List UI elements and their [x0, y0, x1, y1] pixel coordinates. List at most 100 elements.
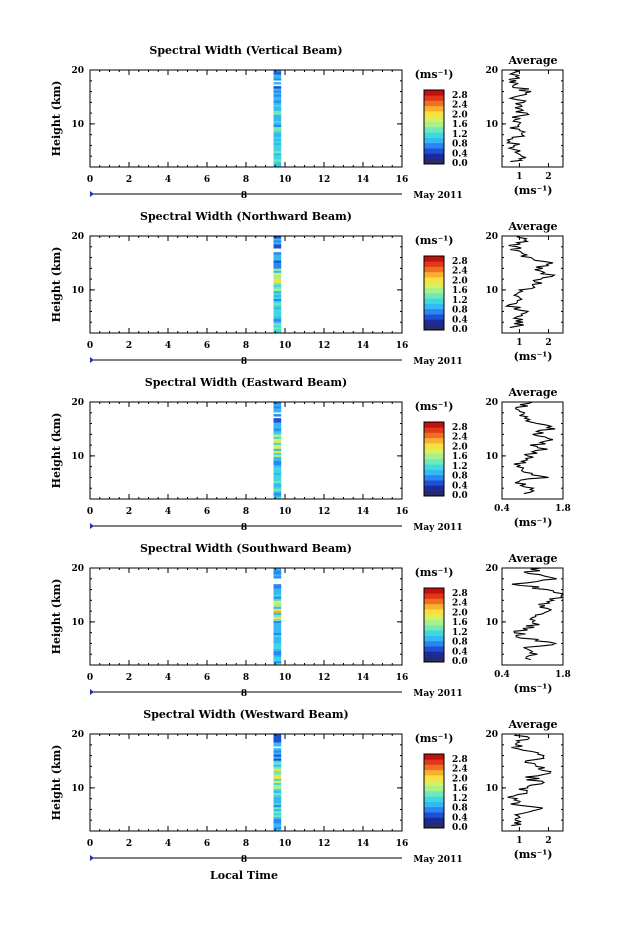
heatmap-cell	[273, 818, 282, 822]
avg-y-tick-label: 10	[485, 286, 498, 296]
heatmap-cell	[273, 78, 282, 81]
x-tick-label: 16	[396, 341, 409, 351]
colorbar-frame	[423, 255, 445, 331]
heatmap-cell	[273, 406, 282, 409]
heatmap-cell	[273, 158, 282, 162]
colorbar-segment	[424, 142, 444, 149]
heatmap-cell	[273, 316, 282, 320]
heatmap-cell	[273, 70, 282, 73]
heatmap-cell	[273, 118, 282, 121]
heatmap-cell	[273, 110, 282, 113]
heatmap-cell	[273, 410, 282, 413]
heatmap-cell	[273, 574, 282, 577]
avg-x-tick-label: 1	[516, 338, 522, 348]
heatmap-cell	[273, 490, 282, 494]
heatmap-cell	[273, 822, 282, 826]
y-tick-label: 20	[71, 398, 84, 408]
colorbar-segment	[424, 277, 444, 283]
heatmap-cell	[273, 324, 282, 328]
x-tick-label: 6	[204, 673, 210, 683]
average-frame	[501, 567, 564, 666]
heatmap-cell	[273, 628, 282, 632]
heatmap-cell	[273, 272, 282, 275]
colorbar-tick-label: 2.4	[452, 599, 468, 609]
avg-units: (ms⁻¹)	[514, 350, 553, 363]
panel-0: Spectral Width (Vertical Beam)0 2 4 6 8 10 12 1…	[50, 44, 564, 201]
heatmap-cell	[273, 790, 282, 794]
heatmap-cell	[273, 792, 282, 796]
colorbar-tick-label: 2.8	[452, 589, 468, 599]
colorbar-tick-label: 0.4	[452, 813, 468, 823]
heatmap-cell	[273, 288, 282, 291]
heatmap-cell	[273, 626, 282, 630]
colorbar-segment	[424, 646, 444, 652]
heatmap-cell	[273, 148, 282, 152]
heatmap-cell	[273, 478, 282, 482]
avg-y-tick-label: 10	[485, 784, 498, 794]
plot-frame	[89, 69, 403, 168]
heatmap-cell	[273, 642, 282, 646]
day-label: 8	[241, 357, 247, 367]
heatmap-cell	[273, 286, 282, 289]
day-label: 8	[241, 191, 247, 201]
heatmap-cell	[273, 408, 282, 411]
heatmap-cell	[273, 98, 282, 101]
heatmap-cell	[273, 462, 282, 466]
colorbar-segment	[424, 453, 444, 460]
heatmap-cell	[273, 268, 282, 271]
colorbar-segment	[424, 817, 444, 824]
avg-y-tick-label: 10	[485, 452, 498, 462]
colorbar-tick-label: 0.0	[452, 491, 468, 501]
colorbar-segment	[424, 780, 444, 787]
heatmap-cell	[273, 102, 282, 105]
colorbar-tick-label: 0.8	[452, 140, 468, 150]
heatmap-cell	[273, 600, 282, 603]
heatmap-cell	[273, 130, 282, 134]
colorbar-segment	[424, 448, 444, 455]
avg-units: (ms⁻¹)	[514, 848, 553, 861]
heatmap-cell	[273, 776, 282, 779]
heatmap-cell	[273, 446, 282, 449]
heatmap-cell	[273, 114, 282, 117]
y-axis-label: Height (km)	[50, 413, 63, 489]
heatmap-cell	[273, 302, 282, 306]
heatmap-cell	[273, 800, 282, 804]
heatmap-cell	[273, 126, 282, 130]
heatmap-cell	[273, 748, 282, 751]
heatmap-cell	[273, 306, 282, 310]
heatmap-cell	[273, 140, 282, 144]
heatmap-cell	[273, 420, 282, 423]
average-title: Average	[507, 386, 557, 399]
heatmap-cell	[273, 100, 282, 103]
heatmap-cell	[273, 426, 282, 429]
heatmap-cell	[273, 772, 282, 775]
heatmap-cell	[273, 570, 282, 573]
heatmap-cell	[273, 442, 282, 445]
heatmap-cell	[273, 104, 282, 107]
average-profile-line	[511, 567, 564, 661]
y-tick-label: 20	[71, 66, 84, 76]
x-tick-label: 10	[279, 175, 292, 185]
heatmap-cell	[273, 450, 282, 453]
heatmap-cell	[273, 76, 282, 79]
x-tick-label: 16	[396, 673, 409, 683]
avg-y-tick-label: 20	[485, 730, 498, 740]
day-label: 8	[241, 855, 247, 865]
x-tick-label: 6	[204, 341, 210, 351]
date-label: May 2011	[413, 523, 462, 533]
day-start-marker	[90, 689, 94, 695]
colorbar-segment	[424, 319, 444, 326]
colorbar-segment	[424, 261, 444, 267]
colorbar-tick-label: 0.4	[452, 315, 468, 325]
heatmap-cell	[273, 644, 282, 648]
x-tick-label: 10	[279, 341, 292, 351]
x-tick-label: 0	[87, 673, 93, 683]
colorbar-tick-label: 2.0	[452, 774, 468, 784]
colorbar-segment	[424, 137, 444, 144]
x-tick-label: 16	[396, 839, 409, 849]
x-tick-label: 0	[87, 175, 93, 185]
heatmap-cell	[273, 256, 282, 259]
y-axis-label: Height (km)	[50, 81, 63, 157]
heatmap-cell	[273, 464, 282, 468]
x-tick-label: 6	[204, 175, 210, 185]
